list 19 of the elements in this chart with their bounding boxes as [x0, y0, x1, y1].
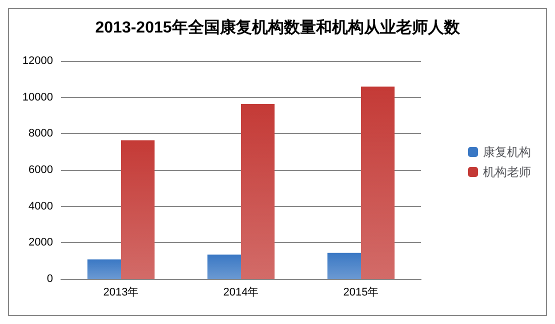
legend-label: 机构老师	[483, 165, 531, 179]
bar	[121, 140, 155, 279]
x-tick-label: 2013年	[103, 286, 139, 298]
x-tick-label: 2015年	[343, 286, 379, 298]
y-tick-label: 0	[46, 273, 53, 285]
y-tick-label: 8000	[28, 128, 53, 140]
bar	[361, 86, 395, 279]
bar	[87, 259, 121, 279]
y-tick-label: 4000	[28, 200, 53, 212]
x-tick-label: 2014年	[223, 286, 259, 298]
y-tick-label: 2000	[28, 236, 53, 249]
legend-label: 康复机构	[483, 145, 531, 159]
chart-title: 2013-2015年全国康复机构数量和机构从业老师人数	[95, 18, 461, 36]
y-tick-label: 6000	[28, 164, 53, 176]
y-tick-label: 10000	[22, 91, 53, 104]
bar	[207, 254, 241, 279]
y-tick-label: 12000	[22, 55, 53, 67]
bar	[327, 252, 361, 279]
bar	[241, 104, 275, 279]
